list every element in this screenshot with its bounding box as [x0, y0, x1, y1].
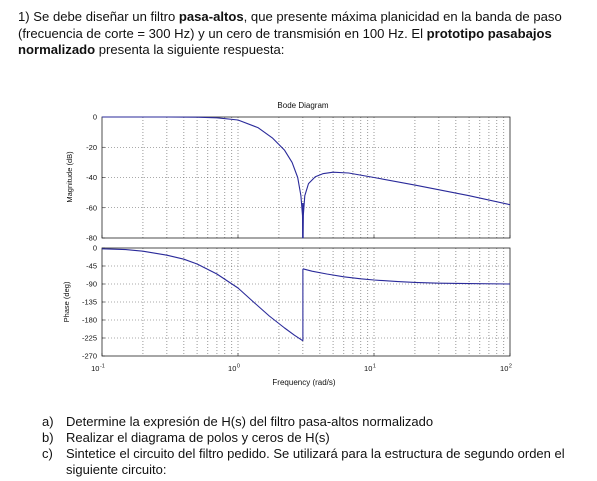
y-tick-label: 0: [93, 113, 97, 122]
question-item: a) Determine la expresión de H(s) del fil…: [42, 414, 587, 430]
y-tick-label: -40: [86, 173, 97, 182]
problem-statement: 1) Se debe diseñar un filtro pasa-altos,…: [18, 9, 583, 59]
phase-panel: 0 -45 -90 -135 -180 -225 -270 Phase (deg): [62, 244, 511, 361]
x-tick-labels: 10-1 100 101 102: [91, 235, 512, 373]
y-tick-label: -180: [82, 316, 97, 325]
y-tick-label: -270: [82, 352, 97, 361]
problem-text-2: , que presente máxima planicidad en la b…: [18, 9, 562, 41]
question-list: a) Determine la expresión de H(s) del fil…: [42, 414, 587, 478]
question-text: Determine la expresión de H(s) del filtr…: [66, 414, 434, 429]
phase-line: [302, 268, 511, 285]
magnitude-ylabel: Magnitude (dB): [65, 151, 74, 203]
problem-bold-2: prototipo pasabajos normalizado: [18, 25, 552, 58]
y-tick-label: 0: [93, 244, 97, 253]
problem-text-3: presenta la siguiente respuesta:: [95, 42, 285, 57]
problem-bold-1: pasa-altos: [178, 9, 244, 24]
x-tick-label: 100: [228, 364, 240, 374]
question-letter: c): [42, 446, 53, 461]
phase-grid: [102, 248, 510, 356]
y-tick-label: -135: [82, 298, 97, 307]
y-tick-label: -225: [82, 334, 97, 343]
x-tick-label: 101: [364, 364, 376, 374]
y-tick-label: -80: [86, 234, 97, 243]
x-tick-label: 102: [500, 364, 512, 374]
y-tick-label: -60: [86, 203, 97, 212]
problem-text-1: Se debe diseñar un filtro: [29, 9, 179, 24]
x-tick-exponent: -1: [100, 364, 105, 370]
question-item: c) Sintetice el circuito del filtro pedid…: [42, 446, 587, 478]
phase-y-ticks: 0 -45 -90 -135 -180 -225 -270: [82, 244, 105, 361]
magnitude-grid: [102, 117, 510, 238]
question-letter: b): [42, 430, 54, 445]
bode-diagram: Bode Diagram 0 -20 -40 -60 -80 Magnitude (dB…: [62, 101, 512, 387]
phase-ylabel: Phase (deg): [62, 281, 71, 322]
magnitude-y-ticks: 0 -20 -40 -60 -80: [86, 113, 105, 243]
y-tick-label: -90: [86, 280, 97, 289]
question-item: b) Realizar el diagrama de polos y ceros …: [42, 430, 587, 446]
phase-line: [101, 248, 304, 342]
problem-number: 1): [18, 9, 30, 24]
x-tick-exponent: 1: [373, 364, 376, 370]
x-tick-label: 10-1: [91, 364, 105, 374]
x-axis-label: Frequency (rad/s): [272, 378, 335, 387]
x-tick-exponent: 2: [509, 364, 512, 370]
y-tick-label: -20: [86, 143, 97, 152]
question-text: Realizar el diagrama de polos y ceros de…: [66, 430, 330, 445]
x-tick-exponent: 0: [237, 364, 240, 370]
phase-series: [101, 248, 511, 342]
magnitude-series: [102, 116, 511, 239]
chart-title: Bode Diagram: [277, 101, 328, 110]
y-tick-label: -45: [86, 262, 97, 271]
magnitude-panel: 0 -20 -40 -60 -80 Magnitude (dB): [65, 113, 511, 243]
question-text: Sintetice el circuito del filtro pedido.…: [66, 446, 565, 477]
question-letter: a): [42, 414, 54, 429]
